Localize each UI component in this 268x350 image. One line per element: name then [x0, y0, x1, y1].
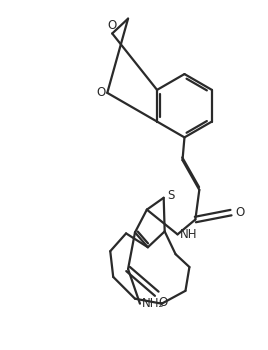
Text: NH₂: NH₂ — [142, 297, 164, 310]
Text: O: O — [159, 296, 168, 309]
Text: NH: NH — [180, 228, 197, 241]
Text: O: O — [235, 206, 244, 219]
Text: S: S — [168, 189, 175, 202]
Text: O: O — [108, 19, 117, 32]
Text: O: O — [96, 86, 105, 99]
